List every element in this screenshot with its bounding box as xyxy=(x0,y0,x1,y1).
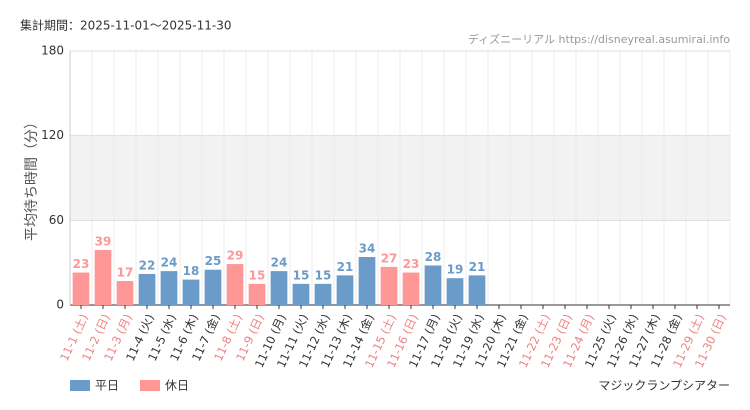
bar xyxy=(358,257,376,305)
y-tick-label: 0 xyxy=(56,298,64,312)
bar xyxy=(116,281,134,305)
bar xyxy=(446,278,464,305)
value-label: 18 xyxy=(183,264,200,278)
y-tick-label: 120 xyxy=(41,128,64,142)
value-label: 34 xyxy=(359,242,376,256)
bar xyxy=(160,271,178,305)
value-label: 17 xyxy=(117,266,134,280)
value-label: 23 xyxy=(403,257,420,271)
bar xyxy=(226,264,244,305)
value-label: 21 xyxy=(469,260,486,274)
legend-label: 休日 xyxy=(165,379,189,393)
bar xyxy=(182,279,200,305)
chart-title: 集計期間：2025-11-01～2025-11-30 xyxy=(20,18,231,33)
bar xyxy=(204,269,222,305)
value-label: 24 xyxy=(271,256,288,270)
legend-swatch xyxy=(70,380,90,391)
bar xyxy=(138,273,156,305)
bar xyxy=(468,275,486,305)
value-label: 15 xyxy=(293,268,310,282)
bar xyxy=(248,283,266,305)
bar xyxy=(424,265,442,305)
value-label: 24 xyxy=(161,256,178,270)
legend-swatch xyxy=(140,380,160,391)
bar xyxy=(402,272,420,305)
value-label: 15 xyxy=(249,268,266,282)
bar xyxy=(380,266,398,305)
value-label: 23 xyxy=(73,257,90,271)
bar xyxy=(72,272,90,305)
bar xyxy=(314,283,332,305)
y-tick-label: 60 xyxy=(49,213,64,227)
y-tick-label: 180 xyxy=(41,44,64,58)
source: ディズニーリアル https://disneyreal.asumirai.inf… xyxy=(468,32,730,46)
value-label: 15 xyxy=(315,268,332,282)
caption: マジックランプシアター xyxy=(598,379,730,393)
bar xyxy=(94,249,112,305)
value-label: 22 xyxy=(139,258,156,272)
legend-label: 平日 xyxy=(95,379,119,393)
value-label: 29 xyxy=(227,249,244,263)
value-label: 25 xyxy=(205,254,222,268)
bar xyxy=(336,275,354,305)
value-label: 21 xyxy=(337,260,354,274)
value-label: 28 xyxy=(425,250,442,264)
bar xyxy=(270,271,288,305)
value-label: 39 xyxy=(95,234,112,248)
bar xyxy=(292,283,310,305)
y-axis-label: 平均待ち時間（分） xyxy=(24,115,40,241)
value-label: 19 xyxy=(447,263,464,277)
value-label: 27 xyxy=(381,251,398,265)
